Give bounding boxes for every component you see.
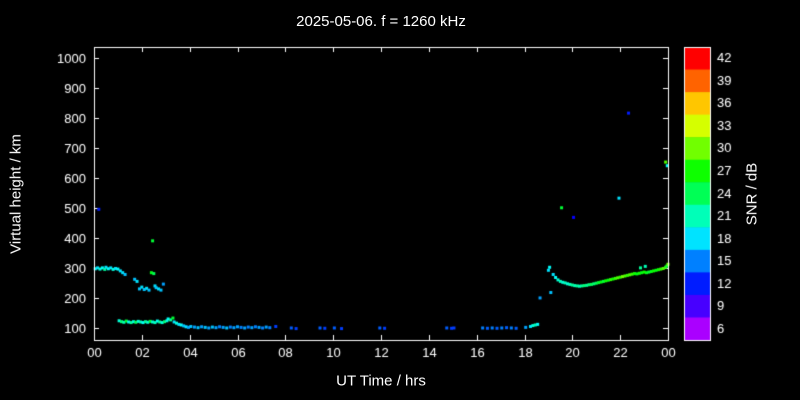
x-axis-label: UT Time / hrs — [336, 372, 426, 390]
chart-title: 2025-05-06. f = 1260 kHz — [296, 13, 466, 30]
colorbar-label: SNR / dB — [743, 162, 761, 226]
y-axis-label: Virtual height / km — [7, 134, 25, 254]
